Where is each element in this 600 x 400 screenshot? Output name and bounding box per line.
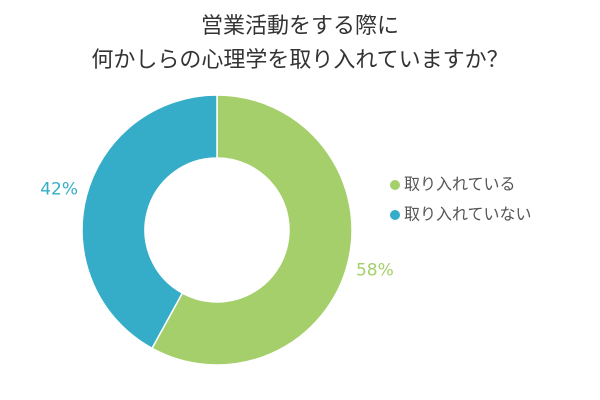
donut-segment <box>81 94 218 350</box>
data-label: 58% <box>356 261 394 281</box>
donut-segment <box>150 94 353 366</box>
legend-label: 取り入れていない <box>404 205 532 224</box>
chart-title: 営業活動をする際に <box>201 14 399 39</box>
legend-label: 取り入れている <box>404 175 516 194</box>
legend-marker <box>390 180 400 190</box>
legend-marker <box>390 210 400 220</box>
chart-title: 何かしらの心理学を取り入れていますか？ <box>91 48 508 73</box>
data-label: 42% <box>40 179 78 199</box>
